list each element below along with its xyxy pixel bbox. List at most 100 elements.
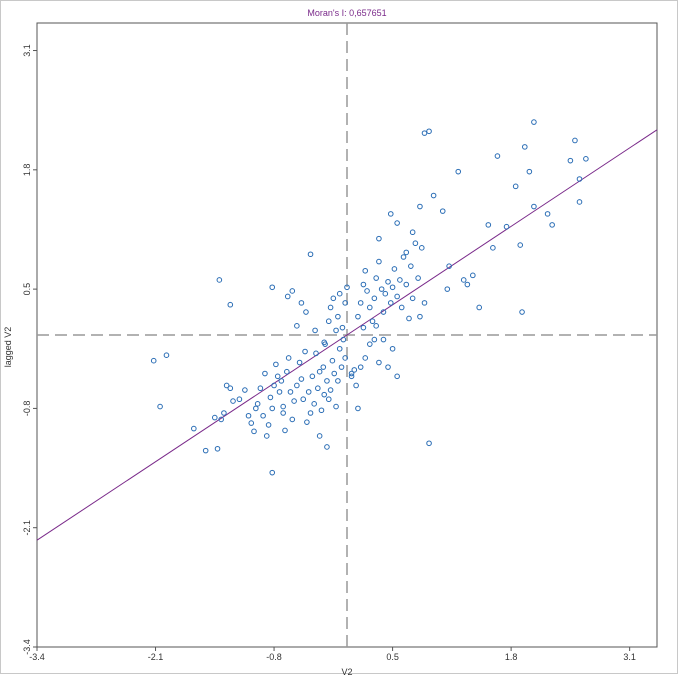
data-point	[298, 376, 305, 382]
data-point	[211, 414, 218, 421]
data-point	[214, 445, 221, 452]
data-point	[485, 222, 492, 228]
y-tick-label: -3.4	[22, 639, 32, 655]
x-tick-label: -2.1	[148, 652, 164, 662]
data-point	[394, 220, 400, 226]
data-point	[311, 401, 317, 407]
data-point	[394, 373, 400, 380]
data-point	[417, 313, 423, 320]
data-point	[403, 281, 410, 288]
data-point	[362, 355, 369, 361]
data-point	[366, 341, 373, 347]
data-point	[294, 382, 300, 389]
data-point	[327, 387, 334, 393]
data-point	[380, 336, 387, 343]
data-point	[412, 240, 419, 247]
data-point	[344, 284, 350, 291]
data-point	[409, 229, 416, 236]
data-point	[360, 324, 367, 331]
data-point	[294, 323, 300, 329]
data-point	[355, 405, 361, 412]
data-point	[340, 336, 347, 343]
data-point	[576, 199, 583, 205]
data-point	[335, 313, 341, 320]
data-point	[324, 444, 330, 450]
data-point	[271, 382, 277, 389]
data-point	[521, 144, 528, 150]
data-point	[273, 361, 279, 368]
data-point	[373, 275, 379, 281]
data-point	[278, 378, 285, 384]
data-point	[526, 168, 533, 175]
data-point	[470, 272, 476, 279]
points-layer	[150, 119, 589, 476]
data-point	[348, 373, 355, 380]
data-point	[321, 391, 328, 398]
data-point	[303, 309, 309, 315]
data-point	[387, 300, 394, 306]
data-point	[242, 387, 248, 393]
data-point	[254, 401, 261, 407]
data-point	[274, 373, 281, 380]
data-point	[325, 318, 332, 325]
data-point	[357, 364, 364, 370]
data-point	[336, 290, 343, 297]
data-point	[382, 290, 389, 297]
regression-layer	[36, 129, 658, 541]
data-point	[517, 242, 524, 248]
data-point	[376, 235, 382, 242]
data-point	[313, 350, 319, 357]
data-point	[357, 300, 364, 306]
data-point	[339, 324, 346, 331]
data-point	[331, 370, 338, 377]
data-point	[415, 275, 421, 281]
data-point	[378, 286, 385, 292]
data-point	[389, 284, 396, 291]
data-point	[191, 425, 197, 432]
data-point	[426, 128, 432, 135]
data-point	[333, 403, 339, 410]
chart-title: Moran's I: 0,657651	[307, 8, 386, 18]
data-point	[387, 211, 394, 217]
x-tick-label: -3.4	[29, 652, 45, 662]
regression-line	[36, 129, 658, 541]
data-point	[549, 222, 555, 228]
data-point	[371, 295, 378, 302]
data-point	[325, 396, 332, 403]
data-point	[257, 385, 264, 392]
data-point	[309, 373, 316, 380]
data-point	[267, 394, 274, 401]
data-point	[444, 286, 451, 292]
data-point	[490, 245, 496, 251]
data-point	[406, 315, 412, 322]
data-point	[269, 405, 276, 412]
data-point	[366, 304, 373, 311]
data-point	[338, 364, 345, 370]
data-point	[572, 137, 578, 144]
data-point	[248, 420, 255, 426]
data-point	[369, 318, 376, 325]
data-point	[245, 412, 252, 419]
label-layer: Moran's I: 0,657651 V2 lagged V2	[3, 8, 387, 675]
data-point	[327, 304, 334, 311]
data-point	[385, 364, 391, 370]
data-point	[446, 263, 452, 269]
data-point	[324, 378, 330, 384]
data-point	[216, 277, 223, 283]
data-point	[351, 367, 358, 373]
data-point	[291, 398, 297, 404]
data-point	[236, 396, 243, 403]
data-point	[284, 368, 290, 375]
data-point	[460, 277, 467, 283]
y-tick-label: 1.8	[22, 164, 32, 177]
data-point	[439, 208, 446, 214]
data-point	[221, 410, 227, 416]
data-point	[289, 416, 296, 423]
data-point	[418, 245, 425, 251]
data-point	[362, 267, 369, 274]
data-point	[329, 357, 336, 364]
y-tick-label: 0.5	[22, 283, 32, 296]
x-tick-label: 0.5	[386, 652, 399, 662]
data-point	[403, 249, 410, 256]
